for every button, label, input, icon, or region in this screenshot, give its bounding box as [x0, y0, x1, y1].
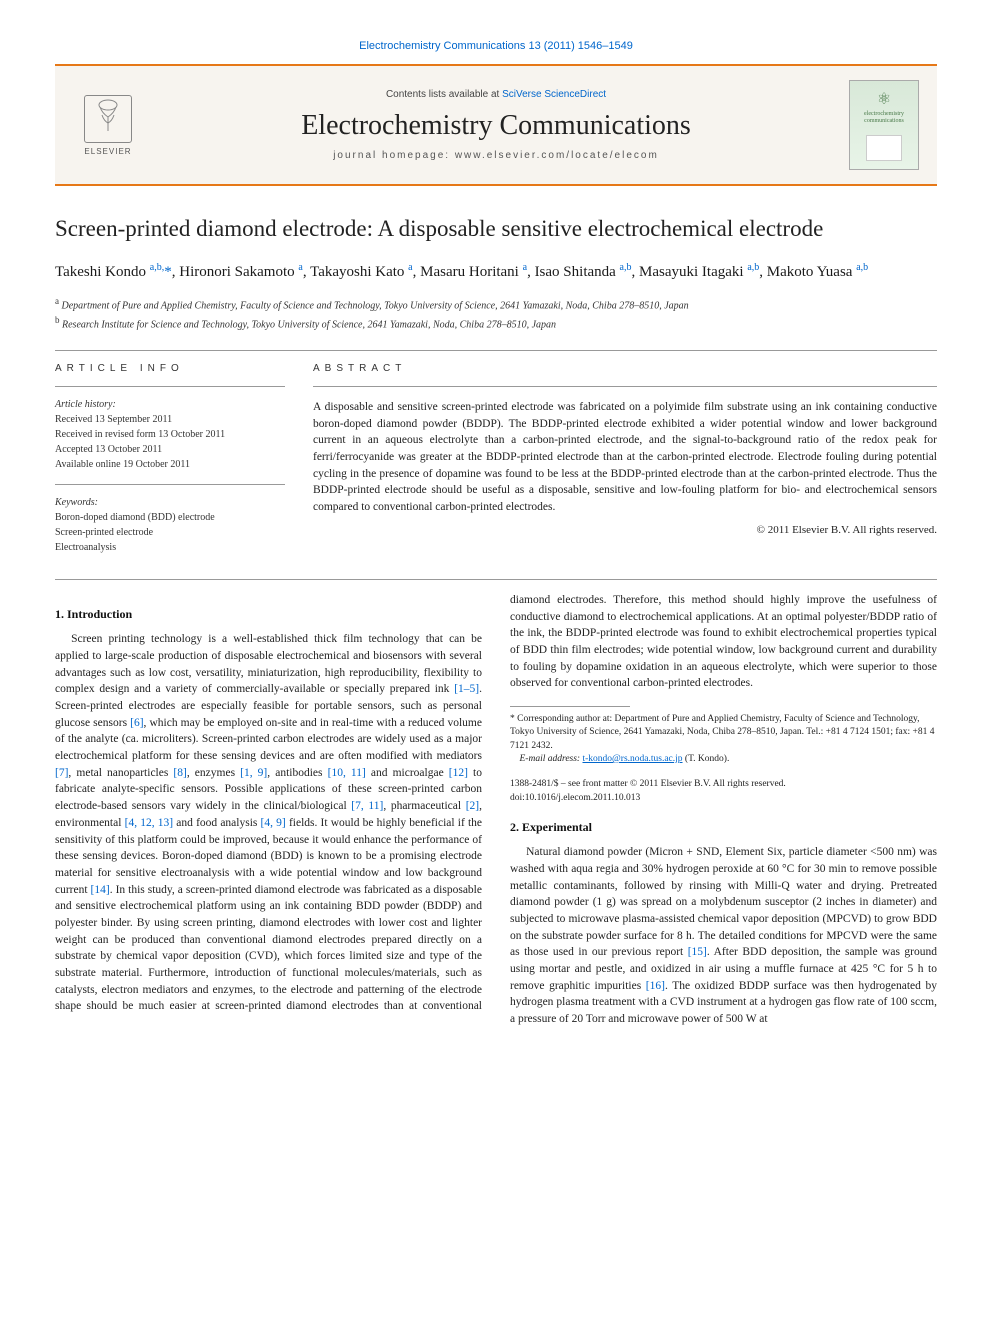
- abstract-copyright: © 2011 Elsevier B.V. All rights reserved…: [313, 524, 937, 536]
- article-body-two-column: 1. Introduction Screen printing technolo…: [55, 592, 937, 1028]
- front-matter-line: 1388-2481/$ – see front matter © 2011 El…: [510, 778, 937, 791]
- sciencedirect-link[interactable]: SciVerse ScienceDirect: [502, 89, 606, 100]
- keywords-label: Keywords:: [55, 497, 285, 508]
- journal-homepage-line: journal homepage: www.elsevier.com/locat…: [157, 150, 835, 161]
- ref-4-12-13[interactable]: [4, 12, 13]: [125, 817, 174, 829]
- abstract-heading: ABSTRACT: [313, 363, 937, 374]
- journal-citation-top[interactable]: Electrochemistry Communications 13 (2011…: [55, 40, 937, 52]
- ref-7-11[interactable]: [7, 11]: [351, 800, 383, 812]
- abstract-sep: [313, 386, 937, 387]
- homepage-url[interactable]: www.elsevier.com/locate/elecom: [455, 150, 659, 161]
- ref-14[interactable]: [14]: [91, 884, 110, 896]
- ref-2[interactable]: [2]: [466, 800, 479, 812]
- cover-journal-name: electrochemistry communications: [854, 111, 914, 125]
- section-1-heading: 1. Introduction: [55, 606, 482, 623]
- journal-cover-thumbnail[interactable]: ⚛ electrochemistry communications: [849, 80, 919, 170]
- author-list: Takeshi Kondo a,b,*, Hironori Sakamoto a…: [55, 260, 937, 284]
- header-center: Contents lists available at SciVerse Sci…: [157, 89, 835, 161]
- keyword-2: Screen-printed electrode: [55, 525, 285, 540]
- history-online: Available online 19 October 2011: [55, 457, 285, 472]
- contents-available-line: Contents lists available at SciVerse Sci…: [157, 89, 835, 100]
- ref-1-5[interactable]: [1–5]: [454, 683, 479, 695]
- journal-header-band: ELSEVIER Contents lists available at Sci…: [55, 64, 937, 186]
- contents-prefix: Contents lists available at: [386, 89, 502, 100]
- affiliation-b: b Research Institute for Science and Tec…: [55, 314, 937, 332]
- section-2-heading: 2. Experimental: [510, 819, 937, 836]
- ref-7[interactable]: [7]: [55, 767, 68, 779]
- publisher-name: ELSEVIER: [84, 147, 131, 156]
- ref-12[interactable]: [12]: [449, 767, 468, 779]
- journal-title: Electrochemistry Communications: [157, 110, 835, 142]
- ref-10-11[interactable]: [10, 11]: [328, 767, 366, 779]
- divider-above-info: [55, 350, 937, 351]
- ref-8[interactable]: [8]: [173, 767, 186, 779]
- doi-line[interactable]: doi:10.1016/j.elecom.2011.10.013: [510, 792, 937, 805]
- cover-atom-icon: ⚛: [877, 89, 891, 109]
- abstract-text: A disposable and sensitive screen-printe…: [313, 399, 937, 516]
- article-info-heading: ARTICLE INFO: [55, 363, 285, 374]
- ref-15[interactable]: [15]: [688, 946, 707, 958]
- ref-6[interactable]: [6]: [130, 717, 143, 729]
- keyword-1: Boron-doped diamond (BDD) electrode: [55, 510, 285, 525]
- affiliation-list: a Department of Pure and Applied Chemist…: [55, 295, 937, 332]
- ref-4-9[interactable]: [4, 9]: [261, 817, 286, 829]
- elsevier-tree-icon: [84, 95, 132, 143]
- history-label: Article history:: [55, 399, 285, 410]
- divider-below-abstract: [55, 579, 937, 580]
- email-footnote: E-mail address: t-kondo@rs.noda.tus.ac.j…: [510, 753, 937, 766]
- article-title: Screen-printed diamond electrode: A disp…: [55, 214, 937, 244]
- experimental-paragraph-1: Natural diamond powder (Micron + SND, El…: [510, 844, 937, 1027]
- front-matter-meta: 1388-2481/$ – see front matter © 2011 El…: [510, 778, 937, 805]
- history-received: Received 13 September 2011: [55, 412, 285, 427]
- abstract-block: ABSTRACT A disposable and sensitive scre…: [313, 363, 937, 555]
- cover-inner-thumb: [866, 135, 902, 161]
- ref-1-9[interactable]: [1, 9]: [240, 767, 267, 779]
- ref-16[interactable]: [16]: [646, 980, 665, 992]
- affiliation-a: a Department of Pure and Applied Chemist…: [55, 295, 937, 313]
- info-sep-2: [55, 484, 285, 485]
- keyword-3: Electroanalysis: [55, 540, 285, 555]
- history-accepted: Accepted 13 October 2011: [55, 442, 285, 457]
- article-info-block: ARTICLE INFO Article history: Received 1…: [55, 363, 285, 555]
- corresponding-author-footnote: * Corresponding author at: Department of…: [510, 713, 937, 753]
- publisher-logo[interactable]: ELSEVIER: [73, 85, 143, 165]
- corresponding-email-link[interactable]: t-kondo@rs.noda.tus.ac.jp: [582, 754, 682, 764]
- history-revised: Received in revised form 13 October 2011: [55, 427, 285, 442]
- footnote-separator: [510, 706, 630, 707]
- info-sep-1: [55, 386, 285, 387]
- homepage-prefix: journal homepage:: [333, 150, 455, 161]
